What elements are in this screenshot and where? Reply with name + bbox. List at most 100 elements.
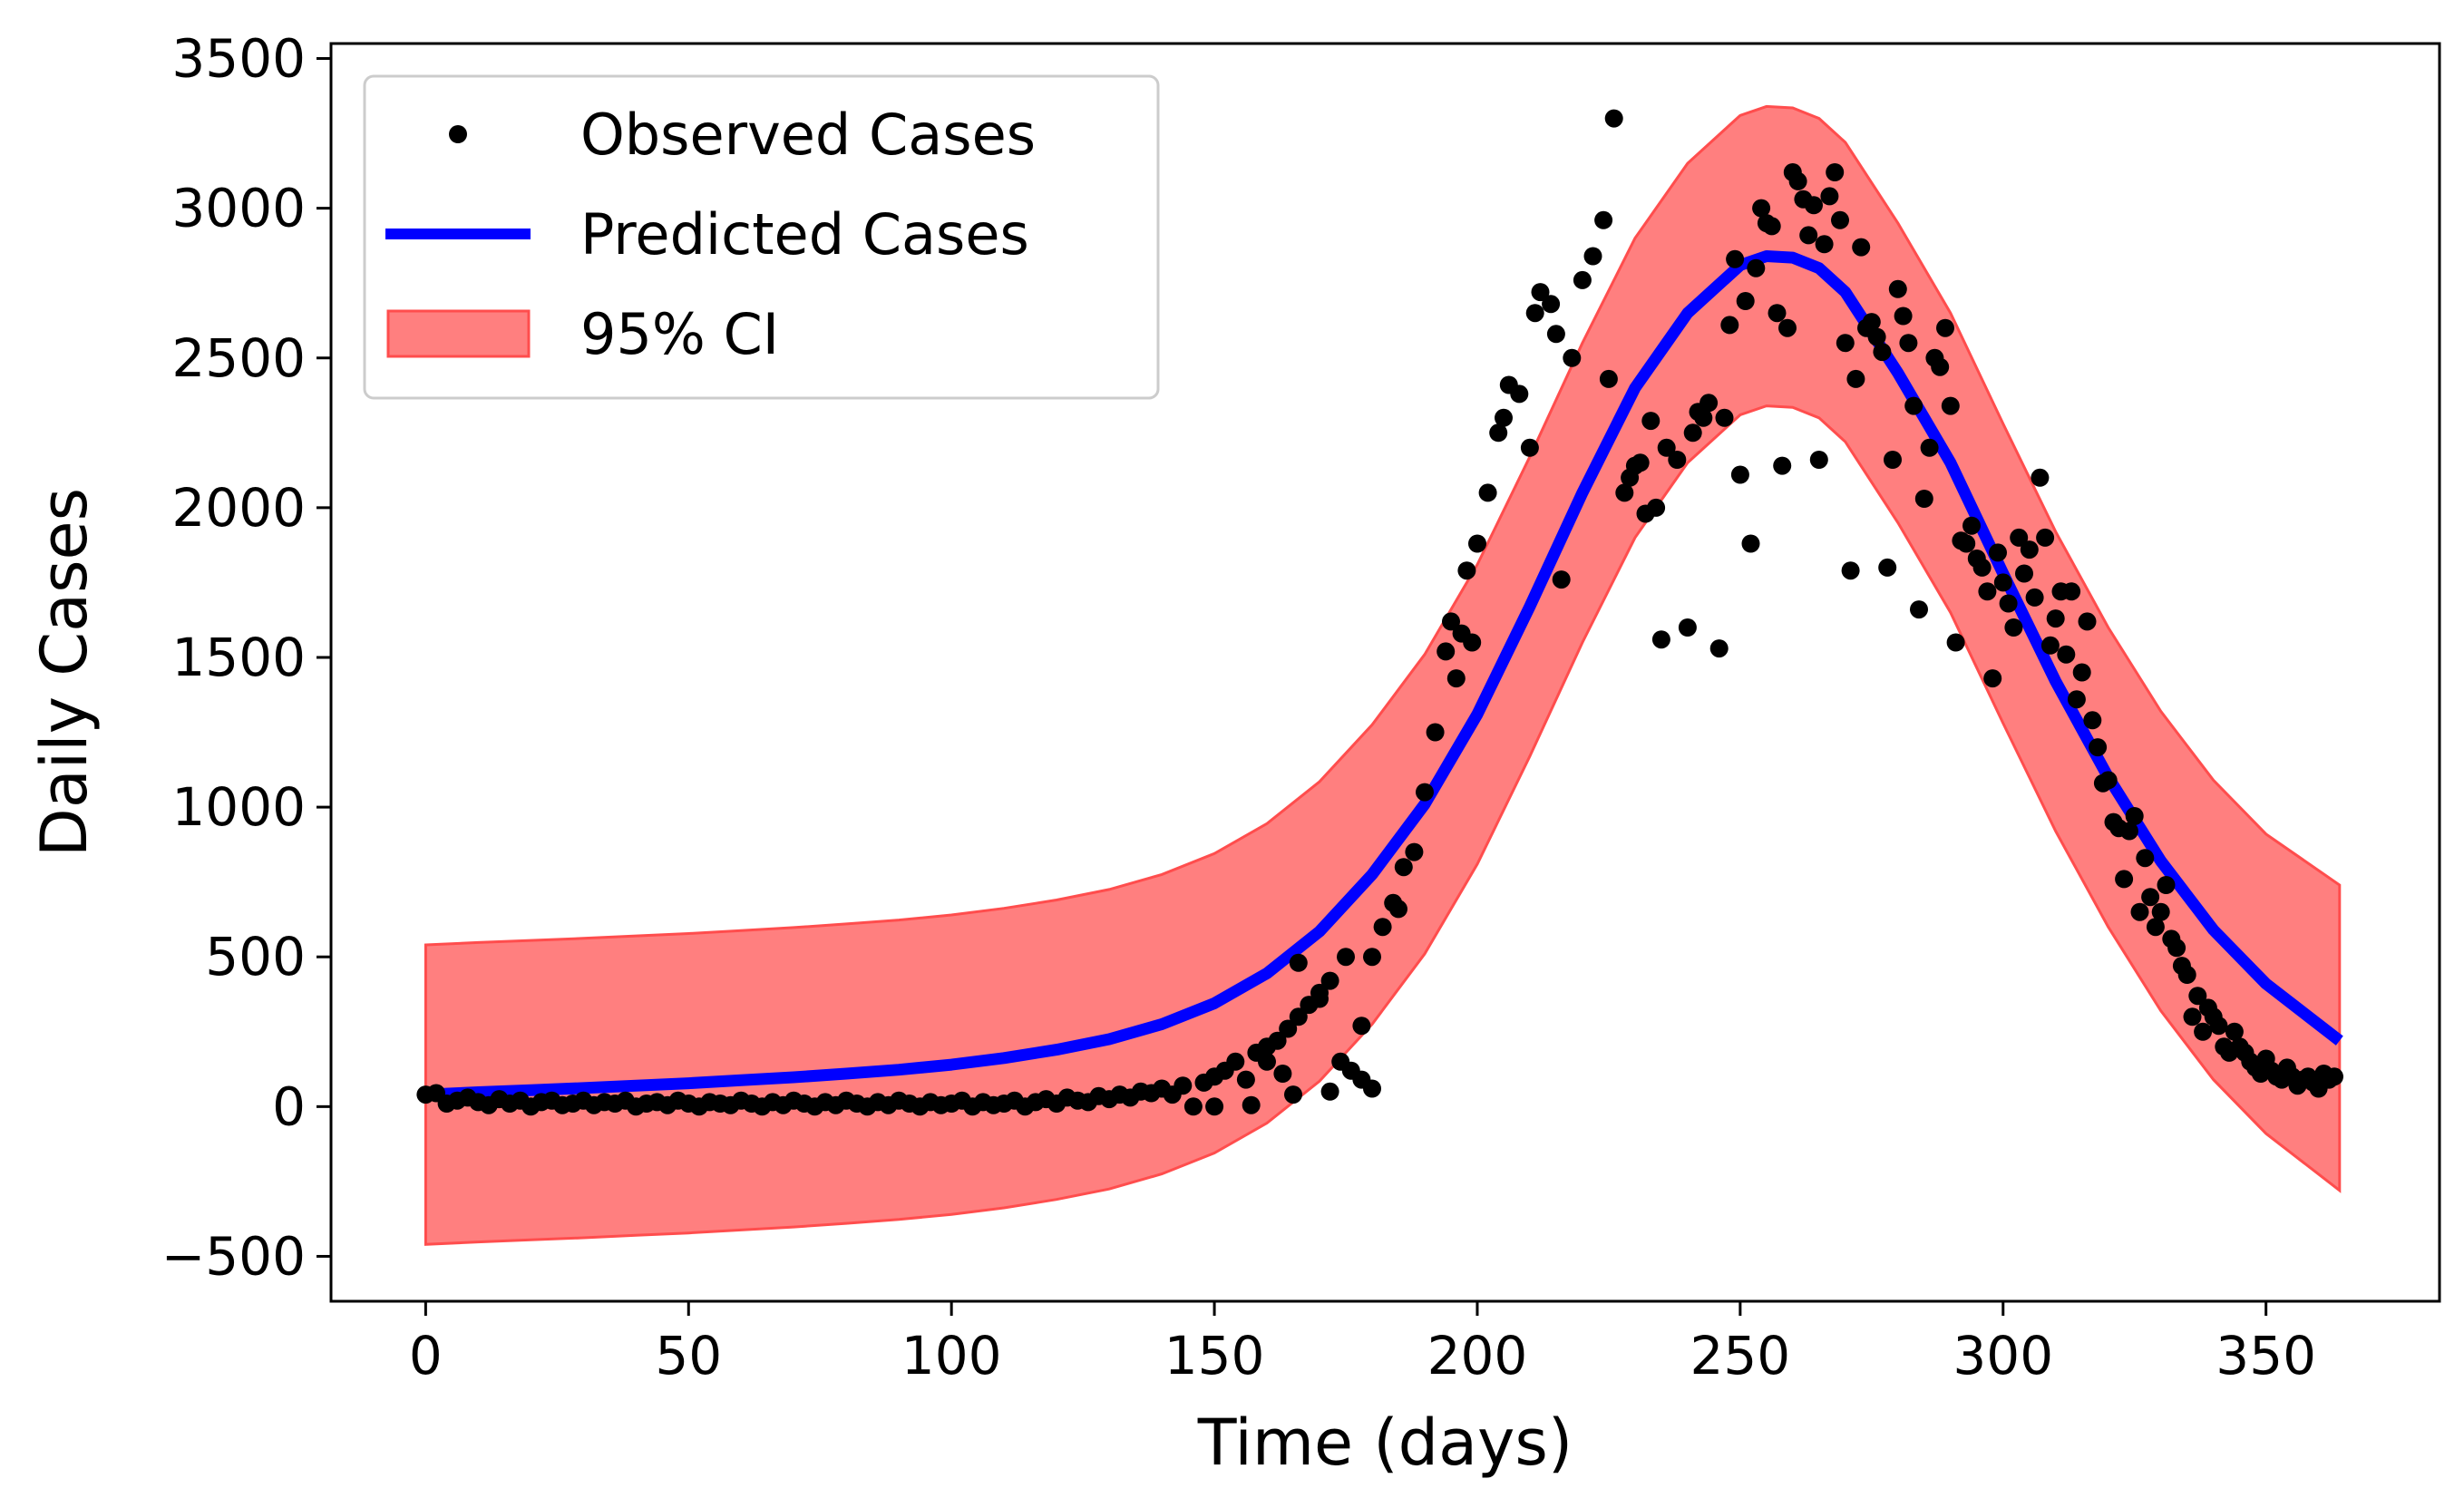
observed-point (1862, 313, 1881, 332)
observed-point (1489, 423, 1508, 443)
observed-point (2194, 1022, 2213, 1041)
observed-point (2025, 588, 2044, 607)
observed-point (1773, 456, 1792, 475)
observed-point (2062, 582, 2081, 601)
observed-point (1583, 247, 1602, 266)
plot-area (416, 104, 2343, 1246)
observed-point (1320, 1082, 1339, 1101)
observed-point (1836, 334, 1855, 353)
observed-point (2072, 663, 2091, 682)
observed-point (2010, 528, 2029, 547)
observed-point (1668, 451, 1687, 469)
legend-observed-label: Observed Cases (580, 102, 1036, 168)
observed-point (1741, 534, 1760, 553)
observed-point (2046, 609, 2065, 628)
observed-point (1363, 1079, 1381, 1098)
observed-point (1563, 348, 1582, 367)
observed-points-layer (416, 109, 2343, 1116)
observed-point (1846, 369, 1865, 388)
y-tick-label: 1500 (171, 627, 306, 688)
observed-point (1720, 316, 1739, 335)
x-tick-label: 350 (2216, 1325, 2316, 1386)
observed-point (1337, 948, 1355, 967)
observed-point (2004, 618, 2023, 637)
observed-point (1904, 396, 1923, 415)
observed-point (1183, 1097, 1203, 1116)
observed-point (1709, 639, 1729, 658)
observed-point (1442, 612, 1460, 631)
observed-point (1914, 490, 1933, 508)
observed-point (1715, 408, 1734, 427)
observed-point (1978, 582, 1997, 601)
observed-point (1394, 858, 1413, 877)
x-tick-label: 200 (1427, 1325, 1528, 1386)
observed-point (2089, 738, 2108, 757)
observed-point (2057, 645, 2076, 664)
observed-point (1205, 1097, 1224, 1116)
observed-point (1884, 451, 1902, 469)
observed-point (2209, 1017, 2228, 1036)
observed-point (1615, 483, 1634, 502)
observed-point (1236, 1070, 1255, 1089)
observed-point (2119, 822, 2138, 841)
observed-point (1989, 543, 2007, 562)
observed-point (1573, 270, 1592, 289)
observed-point (1894, 306, 1913, 326)
observed-point (1542, 295, 1561, 314)
observed-point (1867, 327, 1886, 346)
legend: Observed Cases Predicted Cases 95% CI (363, 74, 1160, 400)
x-tick-label: 0 (409, 1325, 443, 1386)
x-tick-label: 150 (1164, 1325, 1265, 1386)
observed-point (2177, 966, 2196, 984)
observed-point (1468, 534, 1486, 553)
observed-point (1463, 633, 1482, 652)
observed-point (1495, 408, 1513, 427)
y-axis: −500 0 500 1000 1500 2000 2500 3000 3500 (161, 28, 331, 1287)
observed-point (1805, 196, 1823, 215)
observed-point (1936, 318, 1954, 337)
observed-point (2188, 987, 2207, 1006)
observed-point (1778, 318, 1797, 337)
observed-point (1820, 187, 1839, 206)
observed-point (1752, 199, 1771, 218)
observed-point (2020, 540, 2039, 559)
observed-point (2141, 888, 2160, 907)
observed-point (1416, 783, 1434, 802)
observed-point (1736, 292, 1755, 310)
observed-point (1531, 283, 1550, 302)
x-tick-label: 100 (901, 1325, 1002, 1386)
observed-point (1310, 989, 1329, 1008)
observed-point (2130, 902, 2149, 921)
observed-point (1457, 561, 1476, 580)
observed-point (2325, 1067, 2343, 1086)
observed-point (1762, 217, 1781, 236)
observed-point (1957, 534, 1976, 553)
observed-point (1631, 453, 1650, 472)
y-tick-label: 2000 (171, 477, 306, 539)
observed-point (2040, 636, 2060, 655)
observed-point (1815, 235, 1834, 254)
legend-box (363, 74, 1160, 400)
observed-point (1284, 1085, 1302, 1104)
observed-point (1510, 384, 1529, 404)
observed-point (1242, 1095, 1261, 1114)
predicted-line (425, 250, 2343, 1101)
y-tick-label: −500 (161, 1225, 306, 1287)
observed-point (2078, 612, 2097, 631)
ci-band (424, 104, 2342, 1246)
observed-point (1699, 394, 1719, 413)
legend-predicted-label: Predicted Cases (580, 201, 1029, 268)
observed-point (2083, 711, 2102, 730)
observed-point (2146, 918, 2165, 937)
observed-point (1389, 900, 1407, 919)
observed-point (1878, 558, 1897, 577)
observed-point (1831, 210, 1849, 229)
observed-point (2067, 690, 2086, 709)
observed-point (1552, 570, 1571, 589)
legend-ci-label: 95% CI (580, 301, 779, 367)
observed-point (1641, 412, 1661, 431)
observed-point (1972, 558, 1992, 577)
observed-point (1279, 1019, 1298, 1038)
observed-point (1726, 249, 1745, 268)
observed-point (1788, 171, 1807, 190)
